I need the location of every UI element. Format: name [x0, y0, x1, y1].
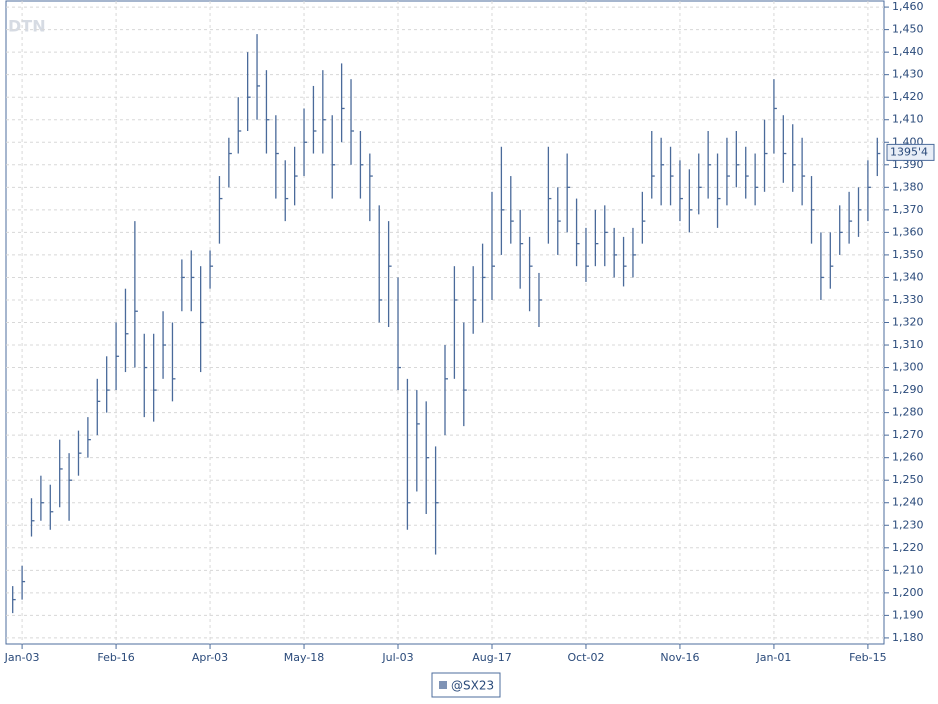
y-tick-label: 1,430	[892, 68, 924, 81]
x-tick-label: May-18	[284, 651, 325, 664]
x-tick-label: Feb-16	[97, 651, 134, 664]
y-tick-label: 1,460	[892, 0, 924, 13]
y-tick-label: 1,250	[892, 473, 924, 486]
y-tick-label: 1,220	[892, 541, 924, 554]
y-tick-label: 1,420	[892, 90, 924, 103]
y-tick-label: 1,210	[892, 563, 924, 576]
y-tick-label: 1,290	[892, 383, 924, 396]
y-tick-label: 1,330	[892, 293, 924, 306]
y-tick-label: 1,350	[892, 248, 924, 261]
y-tick-label: 1,270	[892, 428, 924, 441]
x-tick-label: Jan-03	[4, 651, 40, 664]
y-tick-label: 1,260	[892, 451, 924, 464]
y-tick-label: 1,200	[892, 586, 924, 599]
y-tick-label: 1,450	[892, 23, 924, 36]
y-tick-label: 1,410	[892, 113, 924, 126]
x-tick-label: Jul-03	[381, 651, 413, 664]
x-tick-label: Oct-02	[567, 651, 604, 664]
y-tick-label: 1,180	[892, 631, 924, 644]
x-tick-label: Apr-03	[192, 651, 228, 664]
legend-label: @SX23	[451, 679, 494, 693]
y-tick-label: 1,360	[892, 225, 924, 238]
x-tick-label: Aug-17	[472, 651, 511, 664]
x-tick-label: Feb-15	[849, 651, 886, 664]
y-tick-label: 1,190	[892, 608, 924, 621]
y-tick-label: 1,230	[892, 518, 924, 531]
y-tick-label: 1,240	[892, 496, 924, 509]
last-price-box	[886, 143, 935, 161]
y-tick-label: 1,340	[892, 270, 924, 283]
y-tick-label: 1,300	[892, 361, 924, 374]
x-tick-label: Jan-01	[755, 651, 791, 664]
legend-swatch	[439, 681, 447, 689]
y-tick-label: 1,370	[892, 203, 924, 216]
y-tick-label: 1,380	[892, 180, 924, 193]
y-tick-label: 1,390	[892, 158, 924, 171]
x-tick-label: Nov-16	[660, 651, 699, 664]
last-price-label: 1395'4	[890, 145, 928, 158]
y-tick-label: 1,320	[892, 316, 924, 329]
watermark: DTN	[8, 17, 46, 36]
y-tick-label: 1,310	[892, 338, 924, 351]
y-tick-label: 1,440	[892, 45, 924, 58]
y-tick-label: 1,280	[892, 406, 924, 419]
